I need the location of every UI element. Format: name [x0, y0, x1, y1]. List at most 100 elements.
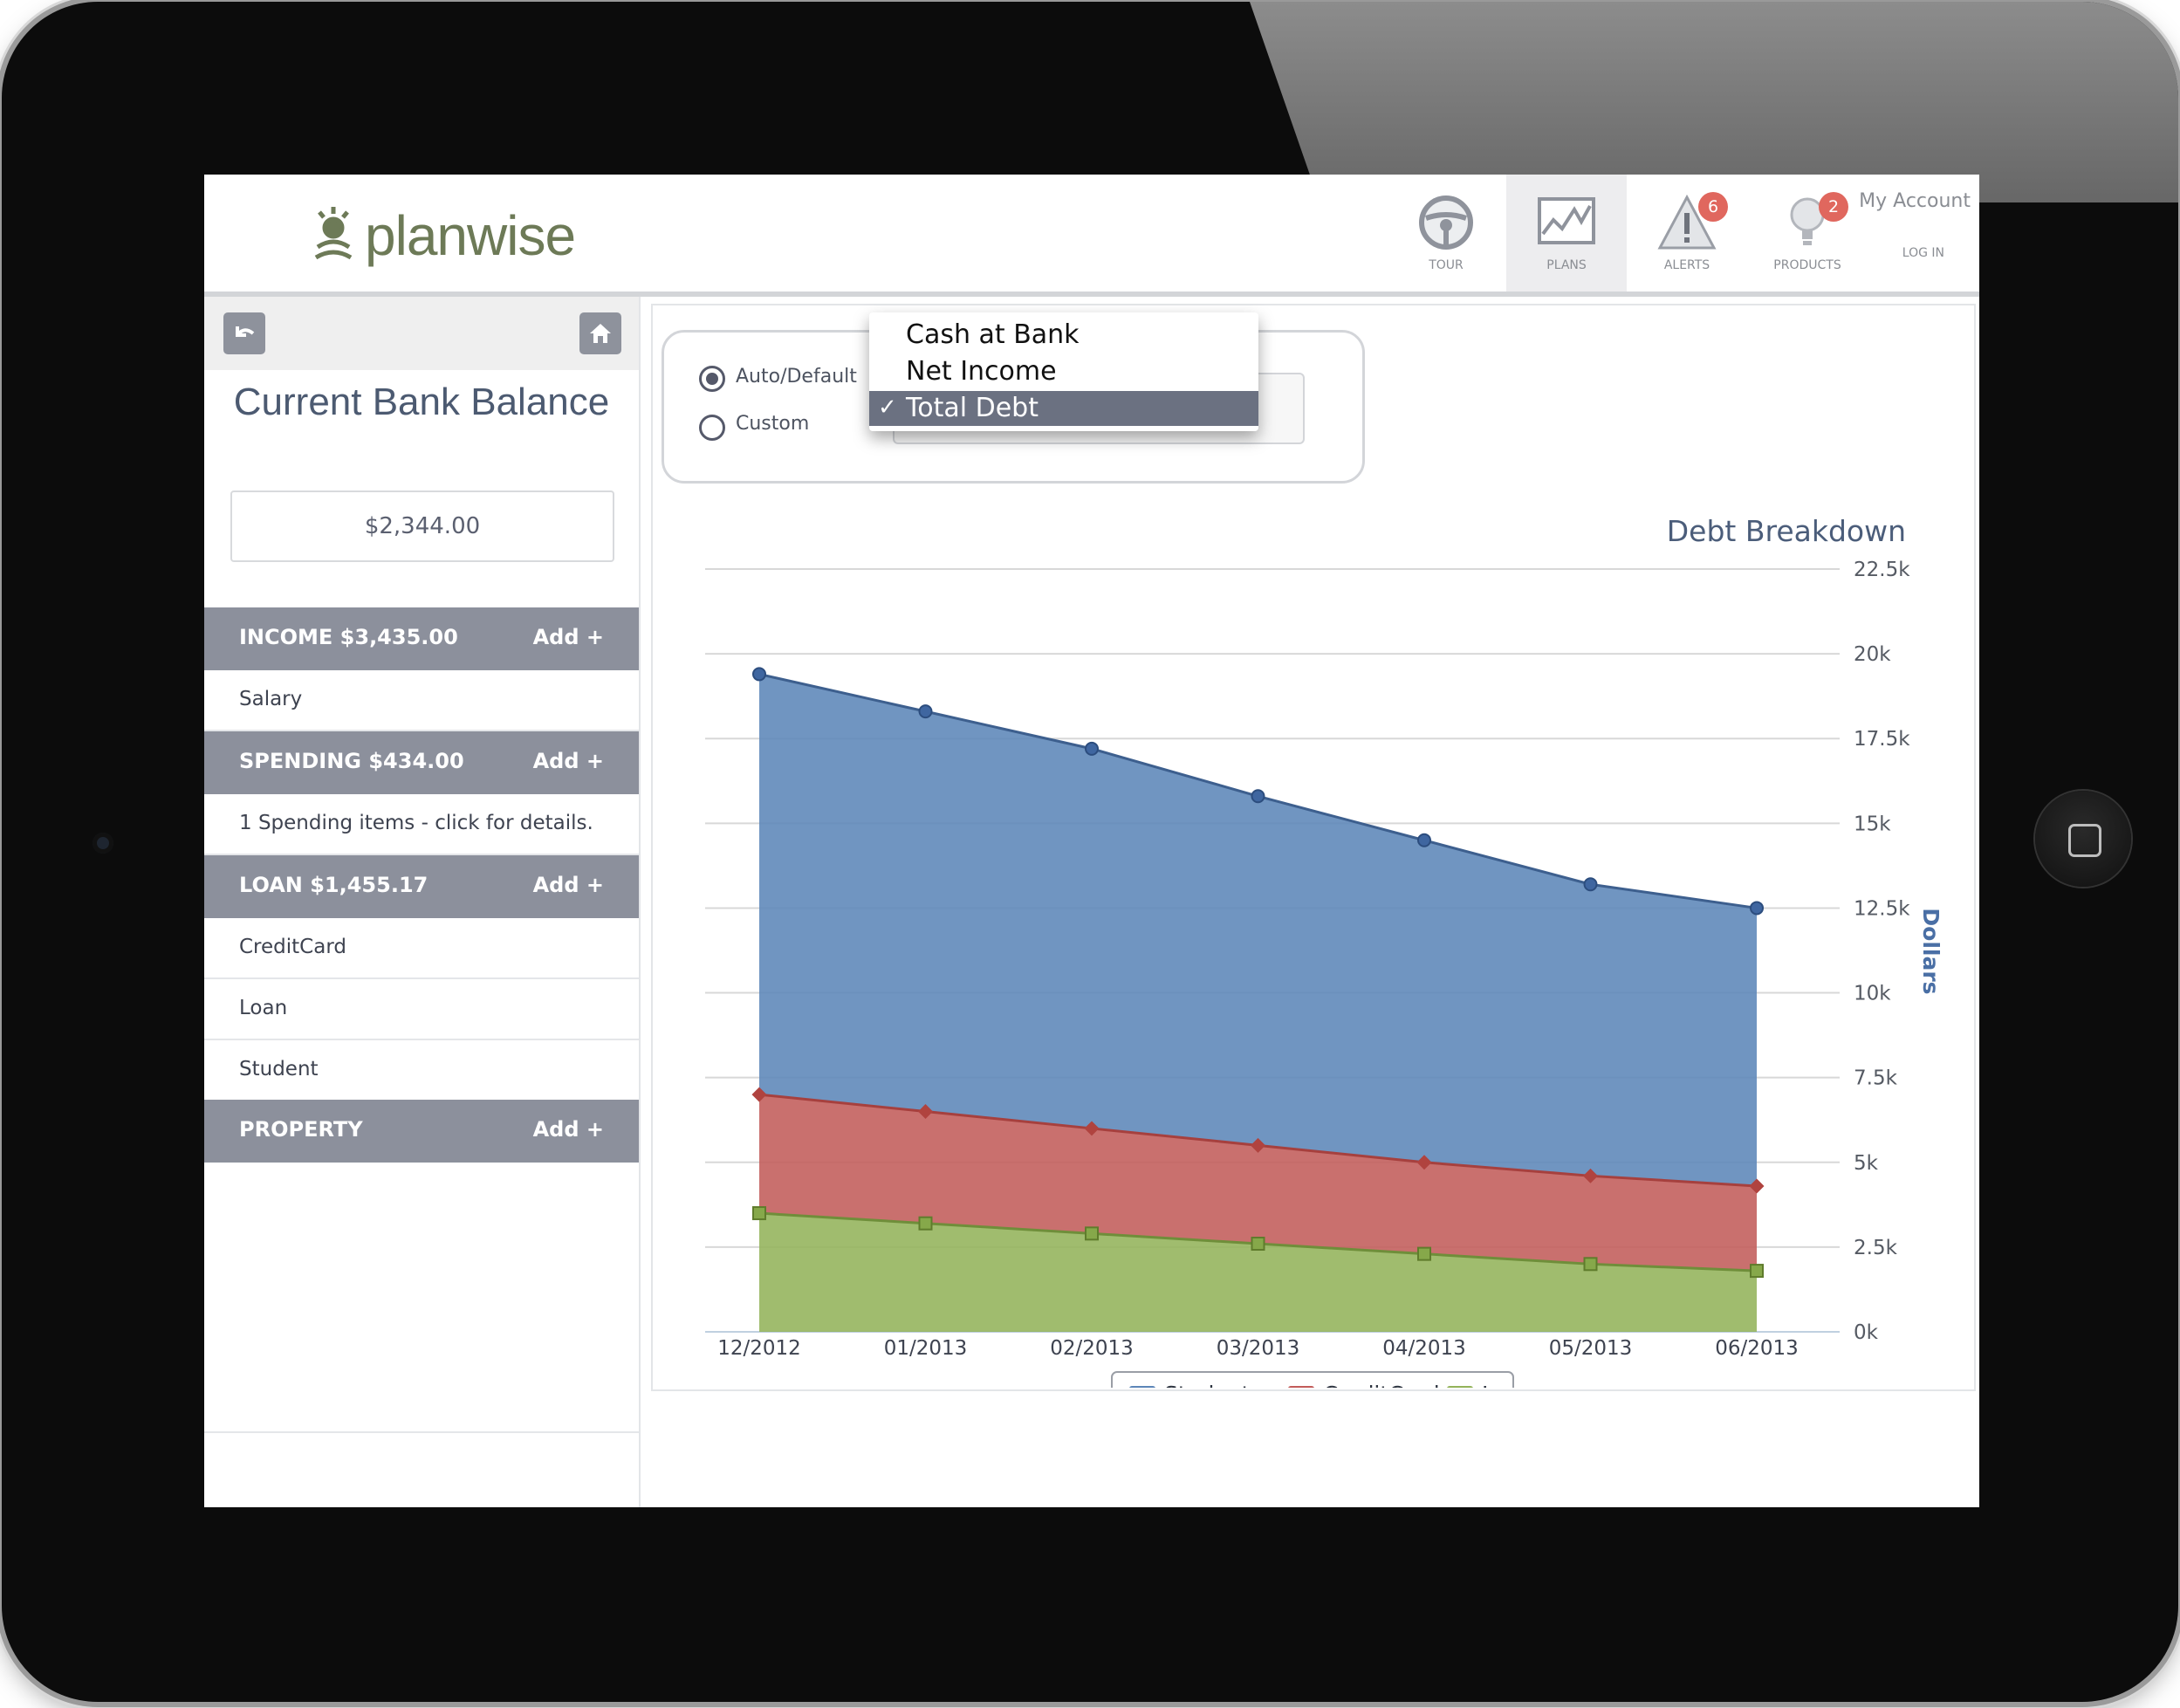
- section-property[interactable]: PROPERTY Add +: [204, 1100, 639, 1163]
- checkmark-icon: ✓: [878, 394, 897, 421]
- data-point: [1417, 1246, 1431, 1261]
- radio-custom-label[interactable]: Custom: [736, 413, 810, 435]
- salary-item: Salary: [239, 688, 303, 710]
- data-point: [1085, 1226, 1099, 1241]
- warning-icon: [1657, 194, 1717, 250]
- nav-alerts-label: ALERTS: [1663, 258, 1710, 272]
- top-nav: TOUR PLANS 6 ALERTS: [1386, 175, 1979, 292]
- list-item[interactable]: CreditCard: [204, 918, 639, 979]
- home-button[interactable]: [2035, 791, 2131, 887]
- back-button[interactable]: [223, 312, 265, 354]
- section-loan[interactable]: LOAN $1,455.17 Add +: [204, 855, 639, 918]
- app-header: planwise TOUR PL: [204, 175, 1979, 297]
- spending-label: SPENDING $434.00: [239, 749, 464, 773]
- nav-tour[interactable]: TOUR: [1386, 175, 1506, 292]
- x-tick-label: 04/2013: [1382, 1337, 1466, 1360]
- data-point: [1417, 833, 1431, 847]
- dropdown-option-cash[interactable]: Cash at Bank: [906, 319, 1080, 350]
- chart-icon: [1538, 197, 1595, 244]
- debt-chart: 0k 2.5k 5k 7.5k 10k 12.5k 15k 17.5k 20k 22.5k 12/2…: [651, 304, 1972, 1388]
- account-menu[interactable]: My Account LOG IN: [1859, 175, 1979, 292]
- data-point: [752, 667, 766, 682]
- data-point: [1251, 1237, 1265, 1252]
- products-badge: 2: [1819, 192, 1848, 222]
- section-spending[interactable]: SPENDING $434.00 Add +: [204, 731, 639, 794]
- planwise-logo-icon: [314, 207, 353, 260]
- loan-item: Loan: [239, 997, 288, 1019]
- legend-label: Loan: [1482, 1382, 1534, 1388]
- data-point: [918, 1216, 933, 1231]
- radio-auto-default-label[interactable]: Auto/Default: [736, 366, 857, 388]
- lightbulb-icon: [1790, 197, 1825, 245]
- y-tick-label: 5k: [1854, 1152, 1879, 1175]
- add-income-button[interactable]: Add +: [532, 625, 604, 649]
- list-item[interactable]: Loan: [204, 979, 639, 1040]
- loan-label: LOAN $1,455.17: [239, 873, 428, 897]
- add-loan-button[interactable]: Add +: [532, 873, 604, 897]
- legend-label: Student: [1164, 1382, 1251, 1388]
- legend-swatch: [1447, 1386, 1473, 1388]
- nav-tour-label: TOUR: [1429, 258, 1464, 272]
- legend-swatch: [1288, 1386, 1314, 1388]
- y-tick-label: 20k: [1854, 643, 1891, 666]
- area-student: [759, 674, 1757, 1186]
- front-camera: [93, 833, 113, 854]
- login-link[interactable]: LOG IN: [1902, 246, 1944, 260]
- area-loan: [759, 1213, 1757, 1332]
- radio-auto-default[interactable]: [699, 366, 725, 392]
- income-label: INCOME $3,435.00: [239, 625, 458, 649]
- y-tick-label: 22.5k: [1854, 559, 1910, 581]
- x-tick-label: 02/2013: [1050, 1337, 1134, 1360]
- logo-text: planwise: [365, 204, 576, 267]
- add-spending-button[interactable]: Add +: [532, 749, 604, 773]
- home-nav-button[interactable]: [579, 312, 621, 354]
- y-tick-label: 10k: [1854, 983, 1891, 1005]
- chart-title: Debt Breakdown: [1667, 514, 1906, 548]
- dropdown-option-income[interactable]: Net Income: [906, 356, 1057, 387]
- sidebar-divider: [204, 1431, 639, 1433]
- sidebar: Current Bank Balance $2,344.00 INCOME $3…: [204, 297, 641, 1507]
- my-account-label[interactable]: My Account: [1859, 190, 1971, 212]
- home-icon: [590, 324, 611, 343]
- y-tick-label: 15k: [1854, 813, 1891, 835]
- data-point: [1416, 1155, 1432, 1170]
- alerts-badge: 6: [1698, 192, 1728, 222]
- data-point: [1251, 789, 1265, 804]
- data-point: [752, 1206, 766, 1221]
- logo[interactable]: planwise: [309, 201, 576, 271]
- x-tick-label: 01/2013: [884, 1337, 968, 1360]
- list-item[interactable]: Student: [204, 1040, 639, 1101]
- data-point: [1750, 1264, 1764, 1279]
- nav-products[interactable]: 2 PRODUCTS: [1747, 175, 1868, 292]
- nav-plans-label: PLANS: [1546, 258, 1587, 272]
- spending-details-item: 1 Spending items - click for details.: [239, 812, 593, 834]
- debt-chart-svg: 0k 2.5k 5k 7.5k 10k 12.5k 15k 17.5k 20k 22.5k 12/2…: [705, 514, 1943, 1388]
- list-item[interactable]: Salary: [204, 670, 639, 731]
- legend-label: CreditCard: [1323, 1382, 1440, 1388]
- section-income[interactable]: INCOME $3,435.00 Add +: [204, 607, 639, 670]
- property-label: PROPERTY: [239, 1117, 363, 1142]
- y-tick-label: 0k: [1854, 1321, 1879, 1344]
- sidebar-toolbar: [204, 297, 639, 370]
- x-tick-label: 12/2012: [717, 1337, 801, 1360]
- y-tick-label: 17.5k: [1854, 728, 1910, 751]
- data-point: [918, 704, 933, 719]
- x-tick-label: 03/2013: [1217, 1337, 1300, 1360]
- data-point: [1583, 877, 1598, 892]
- balance-input[interactable]: $2,344.00: [230, 490, 614, 562]
- nav-plans[interactable]: PLANS: [1506, 175, 1627, 292]
- nav-alerts[interactable]: 6 ALERTS: [1627, 175, 1747, 292]
- dropdown-option-debt[interactable]: ✓ Total Debt: [869, 391, 1258, 426]
- y-axis-label: Dollars: [1918, 908, 1943, 994]
- legend-box: [1111, 1371, 1514, 1388]
- list-item[interactable]: 1 Spending items - click for details.: [204, 794, 639, 855]
- x-tick-label: 06/2013: [1715, 1337, 1799, 1360]
- y-tick-label: 7.5k: [1854, 1067, 1898, 1090]
- add-property-button[interactable]: Add +: [532, 1117, 604, 1142]
- legend-swatch: [1129, 1386, 1155, 1388]
- chart-type-dropdown[interactable]: Cash at Bank Net Income ✓ Total Debt: [869, 312, 1258, 431]
- radio-custom[interactable]: [699, 415, 725, 441]
- nav-products-label: PRODUCTS: [1773, 258, 1841, 272]
- data-point: [1251, 1137, 1265, 1153]
- app-screen: planwise TOUR PL: [204, 175, 1979, 1507]
